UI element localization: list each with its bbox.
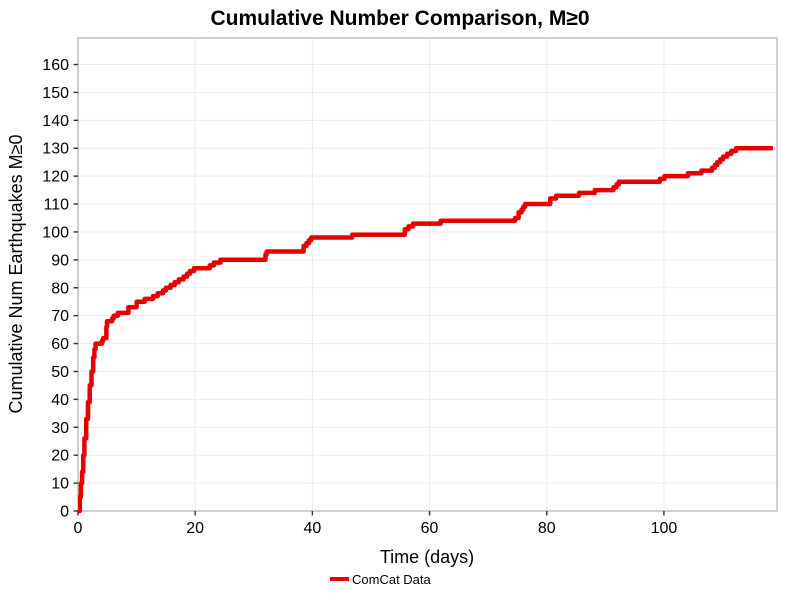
y-tick-label: 0 <box>60 504 69 521</box>
x-tick-label: 40 <box>303 520 321 537</box>
plot-panel: 0 10 20 30 40 50 60 70 80 90 100 110 120 130 140 150 160… <box>42 37 778 537</box>
y-tick-label: 120 <box>42 169 69 186</box>
y-tick-label: 100 <box>42 224 69 241</box>
y-tick-label: 80 <box>51 280 69 297</box>
y-tick-label: 110 <box>43 197 69 214</box>
chart-title: Cumulative Number Comparison, M≥0 <box>210 7 589 30</box>
y-tick-label: 140 <box>42 113 69 130</box>
x-tick-label: 0 <box>74 520 83 537</box>
x-tick-label: 80 <box>538 520 556 537</box>
y-tick-label: 150 <box>42 85 69 102</box>
x-axis-label: Time (days) <box>380 547 474 567</box>
y-tick-label: 20 <box>51 448 69 465</box>
y-tick-label: 60 <box>51 336 69 353</box>
y-tick-label: 10 <box>51 476 69 493</box>
y-axis-label: Cumulative Num Earthquakes M≥0 <box>6 135 26 414</box>
legend-label: ComCat Data <box>352 572 432 587</box>
panel-border <box>77 37 778 512</box>
x-tick-label: 100 <box>651 520 678 537</box>
y-tick-label: 50 <box>51 364 69 381</box>
y-tick-label: 130 <box>42 141 69 158</box>
comcat-data-line <box>78 145 773 514</box>
legend: ComCat Data <box>330 572 432 587</box>
x-tick-label: 20 <box>186 520 204 537</box>
x-tick-label: 60 <box>421 520 439 537</box>
y-tick-label: 160 <box>42 57 69 74</box>
y-tick-label: 30 <box>51 420 69 437</box>
y-tick-label: 90 <box>51 252 69 269</box>
y-tick-label: 40 <box>51 392 69 409</box>
y-tick-label: 70 <box>51 308 69 325</box>
